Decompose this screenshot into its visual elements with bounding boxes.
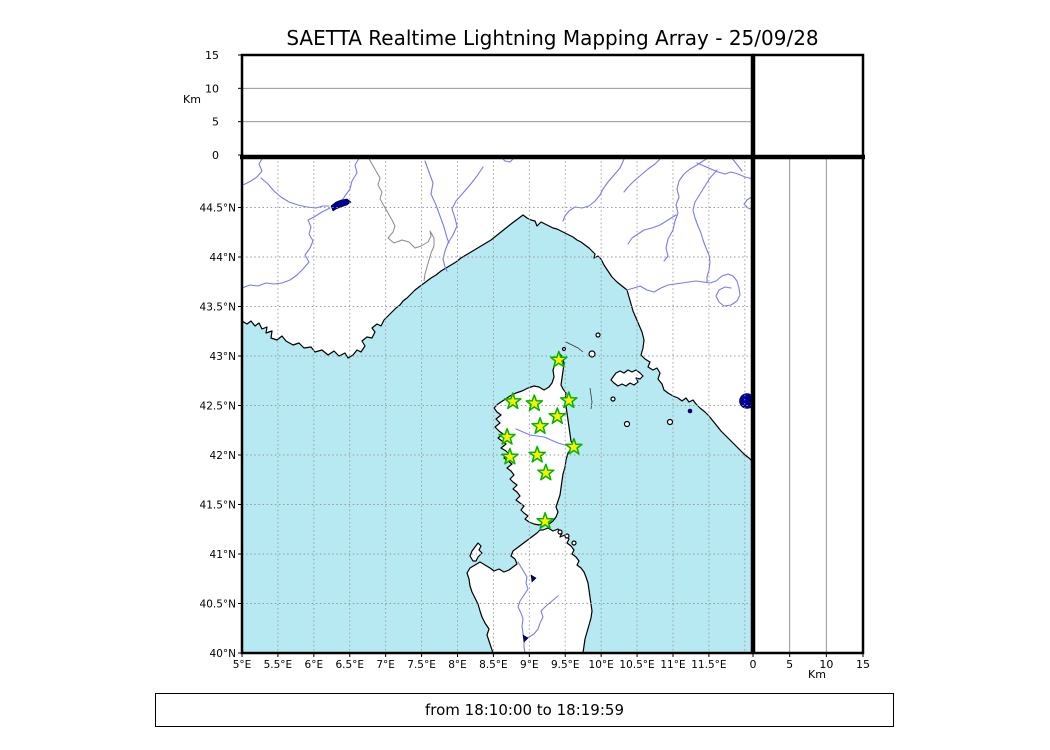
top-km-tick-label: 0 xyxy=(212,149,219,162)
station-star xyxy=(498,427,516,445)
lake-serre-poncon xyxy=(330,198,352,212)
lat-tick-label: 40.5°N xyxy=(200,598,236,610)
lon-tick-label: 10°E xyxy=(589,659,614,671)
river xyxy=(663,157,711,262)
lat-tick-label: 43°N xyxy=(210,351,236,363)
station-star xyxy=(559,391,578,409)
station-star xyxy=(565,437,583,455)
river xyxy=(260,177,330,209)
lat-tick-label: 41°N xyxy=(210,549,236,561)
lon-tick-label: 6.5°E xyxy=(335,659,364,671)
river xyxy=(730,157,743,172)
map-gridlines xyxy=(242,157,753,653)
right-km-tick-label: 15 xyxy=(856,658,870,671)
gorgona-island xyxy=(595,332,601,338)
time-range-text: from 18:10:00 to 18:19:59 xyxy=(424,701,624,719)
pianosa-island xyxy=(610,396,616,402)
lon-tick-label: 11.5°E xyxy=(691,659,726,671)
altitude-latitude-panel xyxy=(753,157,863,653)
top-km-tick-label: 15 xyxy=(205,49,219,62)
river xyxy=(627,214,677,245)
maddalena-island xyxy=(571,540,577,546)
river-golo xyxy=(515,428,573,448)
lon-tick-label: 9.5°E xyxy=(551,659,580,671)
figure-title: SAETTA Realtime Lightning Mapping Array … xyxy=(286,26,819,50)
axis-labels: 5°E 5.5°E 6°E 6.5°E 7°E 7.5°E 8°E 8.5°E 9°E 9.5°E… xyxy=(200,49,870,671)
lon-tick-label: 6°E xyxy=(305,659,324,671)
asinara-island xyxy=(469,542,483,562)
lon-tick-label: 11°E xyxy=(660,659,685,671)
lat-tick-label: 41.5°N xyxy=(200,499,236,511)
map-layers xyxy=(242,157,753,653)
lat-tick-label: 42°N xyxy=(210,450,236,462)
country-border xyxy=(367,157,435,282)
river-arno xyxy=(626,273,741,307)
river xyxy=(424,160,450,244)
sardinia-coastline xyxy=(466,527,593,653)
lat-tick-label: 44°N xyxy=(210,252,236,264)
river-var xyxy=(442,166,484,272)
altitude-gridlines xyxy=(242,87,827,653)
maddalena-island xyxy=(564,533,570,539)
lon-tick-label: 9°E xyxy=(520,659,539,671)
station-star xyxy=(548,407,567,425)
right-km-tick-label: 0 xyxy=(750,658,757,671)
corner-panel xyxy=(753,55,863,157)
station-star xyxy=(528,445,547,463)
altitude-longitude-panel xyxy=(242,55,753,157)
time-range-box: from 18:10:00 to 18:19:59 xyxy=(155,693,894,727)
reservoir xyxy=(522,634,529,643)
capraia-island xyxy=(588,350,596,358)
right-km-tick-label: 10 xyxy=(819,658,833,671)
giglio-island xyxy=(666,418,674,426)
station-markers xyxy=(498,350,583,529)
axis-ticks xyxy=(238,54,864,657)
station-star xyxy=(503,392,522,410)
river-durance xyxy=(242,207,331,289)
lon-tick-label: 8°E xyxy=(448,659,467,671)
station-star xyxy=(536,512,554,529)
station-star xyxy=(501,447,519,465)
lon-tick-label: 8.5°E xyxy=(479,659,508,671)
river-po xyxy=(696,162,753,180)
river xyxy=(692,169,718,283)
river xyxy=(743,195,753,211)
lon-tick-label: 10.5°E xyxy=(619,659,654,671)
lon-tick-label: 5.5°E xyxy=(264,659,293,671)
rivers xyxy=(242,157,753,653)
lat-tick-label: 44.5°N xyxy=(200,202,236,214)
lake-orbetello xyxy=(687,408,693,414)
mainland-coastline xyxy=(242,157,753,463)
lon-tick-label: 7.5°E xyxy=(407,659,436,671)
river xyxy=(562,157,626,222)
station-star xyxy=(525,394,544,412)
station-star xyxy=(537,463,555,481)
maddalena-island xyxy=(557,529,563,535)
river xyxy=(242,157,264,186)
islet-line xyxy=(565,341,584,353)
right-km-axis-label: Km xyxy=(808,668,826,681)
right-km-tick-label: 5 xyxy=(786,658,793,671)
lat-tick-label: 40°N xyxy=(210,648,236,660)
station-star xyxy=(549,350,568,368)
elba-island xyxy=(610,369,644,387)
top-km-axis-label: Km xyxy=(183,93,201,106)
top-km-tick-label: 5 xyxy=(212,116,219,129)
top-km-tick-label: 10 xyxy=(205,82,219,95)
lat-tick-label: 43.5°N xyxy=(200,301,236,313)
lon-tick-label: 5°E xyxy=(233,659,252,671)
lon-tick-label: 7°E xyxy=(376,659,395,671)
river xyxy=(525,595,559,639)
montecristo-island xyxy=(623,420,631,428)
giraglia-island xyxy=(561,346,567,352)
lake-bolsena xyxy=(739,393,753,409)
lat-tick-label: 42.5°N xyxy=(200,400,236,412)
reservoir xyxy=(530,574,537,583)
river xyxy=(623,157,663,193)
station-star xyxy=(531,417,549,434)
